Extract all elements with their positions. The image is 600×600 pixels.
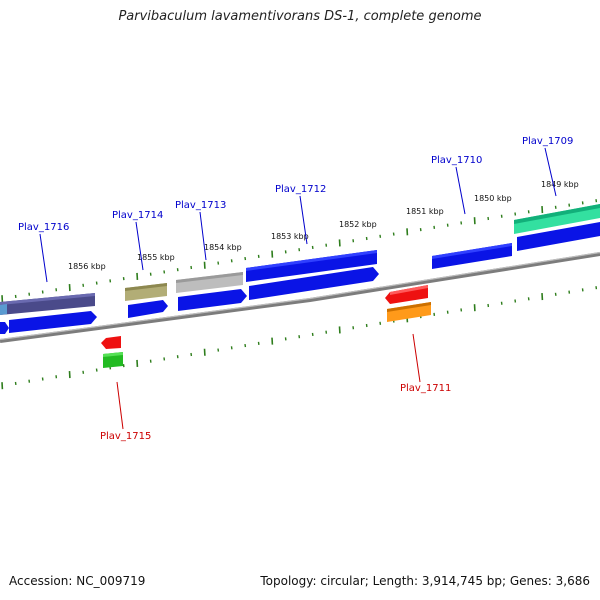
genome-backbone-highlight: [0, 251, 600, 341]
cds-arrow-plav-1716[interactable]: [9, 311, 97, 333]
gene-label-plav-1709[interactable]: Plav_1709: [522, 136, 573, 147]
gene-box-plav-1709-top: [514, 204, 600, 224]
map-title: Parvibaculum lavamentivorans DS-1, compl…: [118, 9, 482, 24]
gene-label-plav-1716[interactable]: Plav_1716: [18, 222, 69, 233]
cds-arrow-plav-1716-left[interactable]: [0, 322, 9, 334]
gene-box-plav-1715-cds-top: [103, 352, 123, 357]
leader-line: [199, 211, 207, 261]
gene-box-plav-1716-top: [0, 293, 95, 305]
leader-line: [412, 333, 421, 383]
leader-line: [39, 233, 48, 283]
kbp-label: 1856 kbp: [68, 262, 106, 271]
gene-box-plav-1711-cds-top: [387, 302, 431, 312]
leader-line: [299, 195, 308, 245]
gene-box-plav-1711-cds[interactable]: [387, 302, 431, 322]
gene-arrow-plav-1715[interactable]: [101, 336, 121, 349]
gene-box-plav-1710[interactable]: [432, 243, 512, 269]
leader-line: [455, 166, 466, 215]
leader-line: [135, 221, 144, 271]
gene-label-plav-1714[interactable]: Plav_1714: [112, 210, 163, 221]
gene-label-plav-1712[interactable]: Plav_1712: [275, 184, 326, 195]
gene-box-plav-1714-top: [125, 283, 167, 291]
leader-line: [116, 381, 124, 430]
gene-box-plav-1712-top: [246, 250, 377, 271]
upper-tick-ruler: [1, 199, 598, 303]
kbp-label: 1853 kbp: [271, 232, 309, 241]
kbp-label: 1852 kbp: [339, 220, 377, 229]
gene-label-plav-1711[interactable]: Plav_1711: [400, 383, 451, 394]
cds-arrow-plav-1712[interactable]: [249, 267, 379, 300]
kbp-label: 1851 kbp: [406, 207, 444, 216]
cds-arrow-plav-1713[interactable]: [178, 289, 247, 311]
accession-text: Accession: NC_009719: [9, 574, 146, 588]
kbp-label: 1855 kbp: [137, 253, 175, 262]
gene-box-plav-1713-top: [176, 272, 243, 283]
cds-arrow-plav-1709-cds[interactable]: [517, 222, 600, 251]
kbp-label: 1849 kbp: [541, 180, 579, 189]
gene-box-plav-1710-top: [432, 243, 512, 259]
gene-label-plav-1715[interactable]: Plav_1715: [100, 431, 151, 442]
gene-label-plav-1710[interactable]: Plav_1710: [431, 155, 482, 166]
genome-summary-text: Topology: circular; Length: 3,914,745 bp…: [260, 574, 590, 588]
leader-line: [544, 147, 557, 197]
gene-box-plav-1712[interactable]: [246, 250, 377, 282]
gene-box-plav-1716[interactable]: [0, 293, 95, 315]
gene-box-plav-1713[interactable]: [176, 272, 243, 293]
genome-backbone: [0, 252, 600, 343]
gene-arrow-plav-1711-top: [390, 285, 428, 295]
gene-box-plav-1716-left: [0, 304, 7, 315]
gene-label-plav-1713[interactable]: Plav_1713: [175, 200, 226, 211]
kbp-label: 1850 kbp: [474, 194, 512, 203]
cds-arrow-plav-1714[interactable]: [128, 300, 168, 318]
kbp-label: 1854 kbp: [204, 243, 242, 252]
